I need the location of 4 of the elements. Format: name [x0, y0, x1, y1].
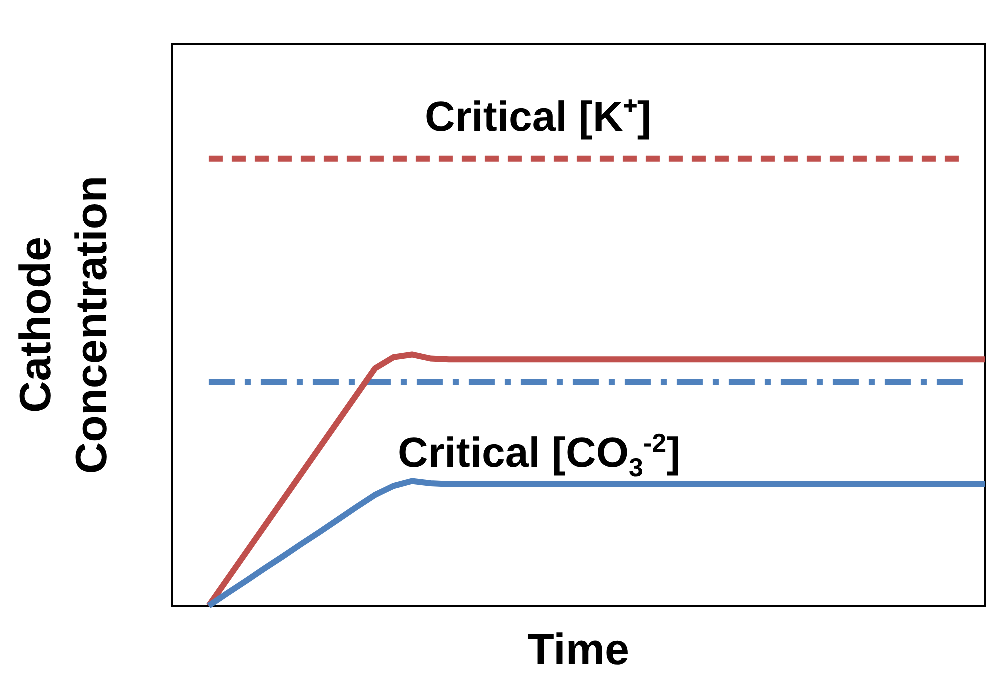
annotation: Critical [CO$_{3}$$^{-2}$] [398, 428, 681, 482]
x-axis-title: Time [528, 626, 630, 674]
y-axis-title: Cathode Concentration [12, 176, 116, 474]
text: Critical [K⁺] [425, 93, 652, 140]
